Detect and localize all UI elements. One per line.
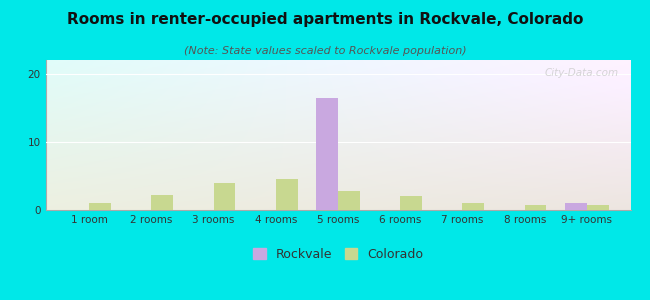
Bar [587,205,608,210]
Bar [400,196,422,210]
Bar [89,203,111,210]
Text: City-Data.com: City-Data.com [545,68,619,77]
Text: Rooms in renter-occupied apartments in Rockvale, Colorado: Rooms in renter-occupied apartments in R… [67,12,583,27]
Bar [565,203,587,210]
Bar [525,205,547,210]
Bar [214,183,235,210]
Legend: Rockvale, Colorado: Rockvale, Colorado [247,241,429,267]
Bar [338,191,360,210]
Text: (Note: State values scaled to Rockvale population): (Note: State values scaled to Rockvale p… [184,46,466,56]
Bar [462,203,484,210]
Bar [151,195,173,210]
Bar [276,179,298,210]
Bar [316,98,338,210]
